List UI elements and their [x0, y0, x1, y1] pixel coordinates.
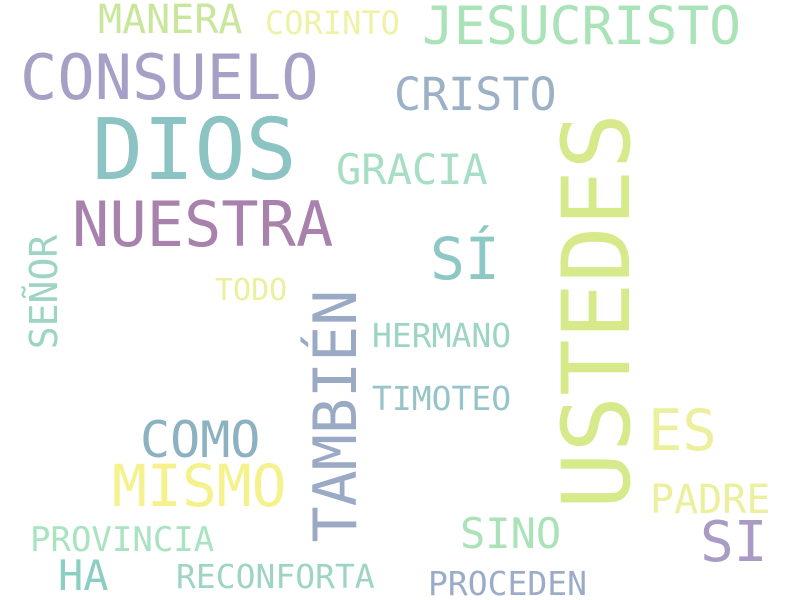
- word-gracia: GRACIA: [336, 145, 488, 194]
- word-senor: SEÑOR: [22, 234, 66, 350]
- word-todo: TODO: [215, 273, 288, 308]
- word-manera: MANERA: [98, 0, 243, 43]
- word-dios: DIOS: [92, 101, 297, 200]
- word-corinto: CORINTO: [265, 4, 400, 42]
- word-si: SI: [700, 510, 768, 575]
- word-padre: PADRE: [650, 477, 771, 523]
- word-reconforta: RECONFORTA: [176, 557, 375, 596]
- word-ha: HA: [58, 551, 109, 600]
- word-cristo: CRISTO: [394, 68, 557, 121]
- word-provincia: PROVINCIA: [30, 520, 215, 560]
- word-proceden: PROCEDEN: [428, 564, 587, 600]
- word-si-accent: SÍ: [430, 225, 500, 293]
- word-sino: SINO: [460, 509, 562, 558]
- word-nuestra: NUESTRA: [72, 188, 334, 261]
- word-tambien: TAMBIÉN: [301, 289, 371, 543]
- word-hermano: HERMANO: [372, 316, 512, 355]
- word-es: ES: [648, 398, 717, 464]
- word-ustedes: USTEDES: [543, 112, 652, 510]
- word-como: COMO: [140, 411, 261, 469]
- word-jesucristo: JESUCRISTO: [422, 0, 742, 57]
- word-mismo: MISMO: [112, 452, 287, 520]
- word-timoteo: TIMOTEO: [372, 379, 512, 418]
- word-consuelo: CONSUELO: [20, 41, 319, 114]
